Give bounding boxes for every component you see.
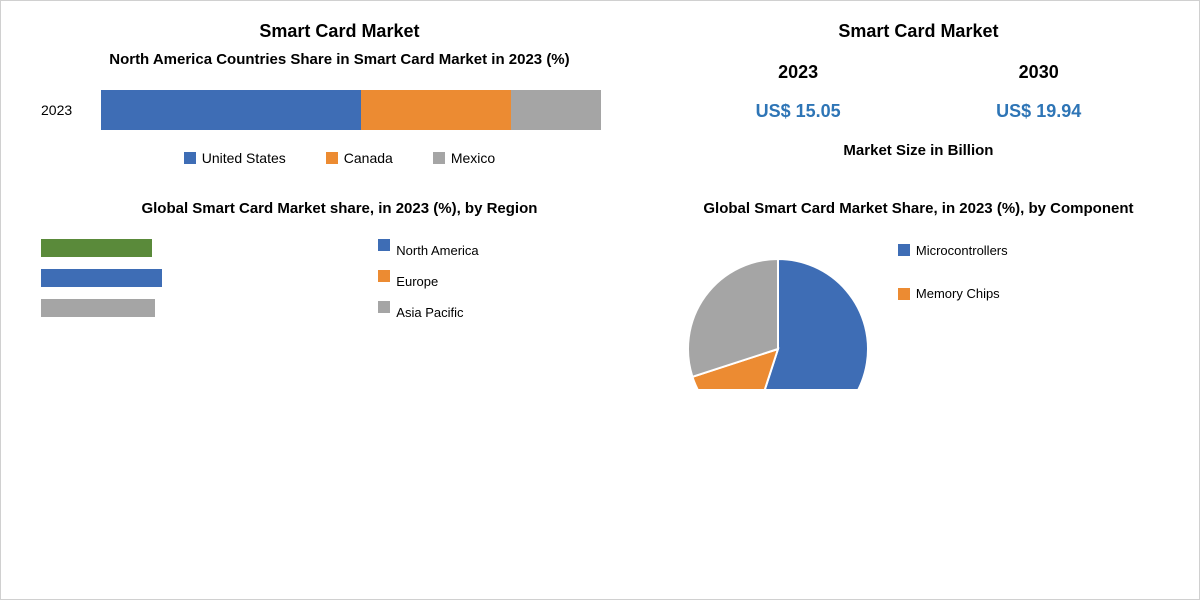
legend-item: Europe bbox=[378, 270, 638, 293]
stat-2023: 2023 US$ 15.05 bbox=[756, 62, 841, 122]
region-bar bbox=[41, 269, 162, 287]
stat-value: US$ 19.94 bbox=[996, 101, 1081, 122]
legend-label: Memory Chips bbox=[916, 282, 1000, 305]
pie-chart bbox=[678, 239, 878, 389]
legend-item: Memory Chips bbox=[898, 282, 1008, 305]
panel-na-share: Smart Card Market North America Countrie… bbox=[21, 11, 658, 189]
stat-year: 2023 bbox=[756, 62, 841, 83]
legend-item: Canada bbox=[326, 150, 393, 166]
legend-item: North America bbox=[378, 239, 638, 262]
bar-year-label: 2023 bbox=[41, 102, 101, 118]
stacked-segment bbox=[511, 90, 601, 130]
stacked-bar-legend: United States Canada Mexico bbox=[41, 150, 638, 166]
legend-label: Microcontrollers bbox=[916, 239, 1008, 262]
panel-subtitle: North America Countries Share in Smart C… bbox=[41, 50, 638, 70]
panel-component-share: Global Smart Card Market Share, in 2023 … bbox=[658, 189, 1179, 399]
stacked-bar-chart: 2023 bbox=[41, 90, 638, 130]
market-size-label: Market Size in Billion bbox=[678, 142, 1159, 159]
panel-title: Smart Card Market bbox=[41, 21, 638, 42]
legend-label: Asia Pacific bbox=[396, 301, 463, 324]
stat-2030: 2030 US$ 19.94 bbox=[996, 62, 1081, 122]
region-bar bbox=[41, 239, 152, 257]
panel-subtitle: Global Smart Card Market Share, in 2023 … bbox=[678, 199, 1159, 219]
legend-label: Canada bbox=[344, 150, 393, 166]
legend-label: Europe bbox=[396, 270, 438, 293]
pie-chart-wrap: Microcontrollers Memory Chips bbox=[678, 239, 1159, 389]
panel-region-share: Global Smart Card Market share, in 2023 … bbox=[21, 189, 658, 399]
panel-subtitle: Global Smart Card Market share, in 2023 … bbox=[41, 199, 638, 219]
legend-swatch bbox=[898, 288, 910, 300]
legend-swatch bbox=[378, 301, 390, 313]
legend-swatch bbox=[433, 152, 445, 164]
panel-market-size: Smart Card Market 2023 US$ 15.05 2030 US… bbox=[658, 11, 1179, 189]
bottom-row: Global Smart Card Market share, in 2023 … bbox=[21, 189, 1179, 399]
panel-title: Smart Card Market bbox=[678, 21, 1159, 42]
legend-label: North America bbox=[396, 239, 478, 262]
legend-swatch bbox=[378, 239, 390, 251]
legend-swatch bbox=[326, 152, 338, 164]
legend-item: United States bbox=[184, 150, 286, 166]
stacked-segment bbox=[361, 90, 511, 130]
legend-swatch bbox=[378, 270, 390, 282]
stat-value: US$ 15.05 bbox=[756, 101, 841, 122]
legend-item: Mexico bbox=[433, 150, 495, 166]
legend-label: United States bbox=[202, 150, 286, 166]
region-bar bbox=[41, 299, 155, 317]
legend-item: Asia Pacific bbox=[378, 301, 638, 324]
legend-swatch bbox=[898, 244, 910, 256]
stats-row: 2023 US$ 15.05 2030 US$ 19.94 bbox=[678, 62, 1159, 122]
pie-legend: Microcontrollers Memory Chips bbox=[898, 239, 1008, 326]
legend-item: Microcontrollers bbox=[898, 239, 1008, 262]
stacked-bar bbox=[101, 90, 601, 130]
legend-swatch bbox=[184, 152, 196, 164]
region-chart: North America Europe Asia Pacific bbox=[41, 239, 638, 333]
top-row: Smart Card Market North America Countrie… bbox=[21, 11, 1179, 189]
dashboard-container: Smart Card Market North America Countrie… bbox=[1, 1, 1199, 599]
region-legend: North America Europe Asia Pacific bbox=[378, 239, 638, 333]
legend-label: Mexico bbox=[451, 150, 495, 166]
stat-year: 2030 bbox=[996, 62, 1081, 83]
stacked-segment bbox=[101, 90, 361, 130]
region-bars bbox=[41, 239, 358, 333]
